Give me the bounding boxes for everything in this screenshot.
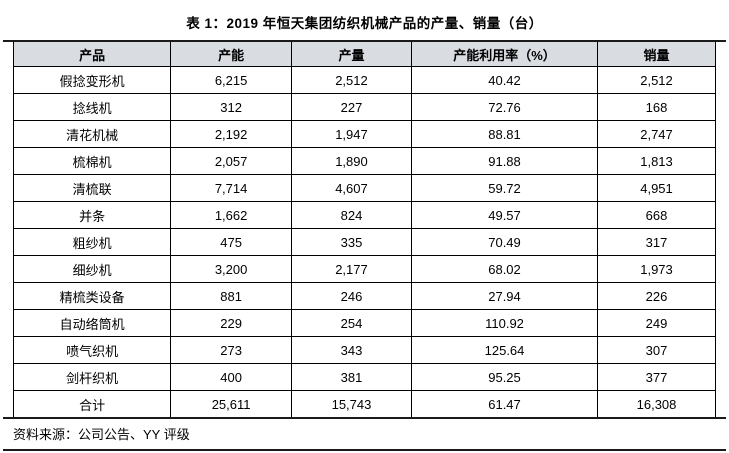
table-cell: 2,512 <box>290 66 413 94</box>
table-cell: 4,951 <box>597 174 716 202</box>
table-cell: 25,611 <box>170 390 292 417</box>
table-row: 假捻变形机 6,215 2,512 40.42 2,512 <box>12 66 716 94</box>
table-cell: 824 <box>290 201 413 229</box>
column-header-sales: 销量 <box>597 42 716 67</box>
table-cell: 2,177 <box>290 255 413 283</box>
page-bottom-rule <box>3 449 726 451</box>
table-cell: 668 <box>597 201 716 229</box>
table-cell: 229 <box>170 309 292 337</box>
table-cell: 377 <box>597 363 716 391</box>
table-cell: 27.94 <box>410 282 599 310</box>
table-cell: 1,973 <box>597 255 716 283</box>
table-cell: 246 <box>290 282 413 310</box>
table-cell: 喷气织机 <box>12 336 172 364</box>
table-cell: 2,057 <box>170 147 292 175</box>
table-cell: 317 <box>597 228 716 256</box>
table-cell: 假捻变形机 <box>12 66 172 94</box>
table-cell: 400 <box>170 363 292 391</box>
table-cell: 并条 <box>12 201 172 229</box>
table-cell: 7,714 <box>170 174 292 202</box>
column-header-product: 产品 <box>12 42 172 67</box>
source-note: 资料来源：公司公告、YY 评级 <box>13 427 190 442</box>
table-cell: 95.25 <box>410 363 599 391</box>
table-cell: 227 <box>290 93 413 121</box>
table-row: 自动络筒机 229 254 110.92 249 <box>12 309 716 337</box>
data-table-container: 产品 产能 产量 产能利用率（%） 销量 假捻变形机 6,215 2,512 40.4… <box>12 42 716 417</box>
table-row: 并条 1,662 824 49.57 668 <box>12 201 716 229</box>
table-cell: 88.81 <box>410 120 599 148</box>
table-row: 精梳类设备 881 246 27.94 226 <box>12 282 716 310</box>
table-cell: 合计 <box>12 390 172 417</box>
table-cell: 1,813 <box>597 147 716 175</box>
table-cell: 4,607 <box>290 174 413 202</box>
data-table: 产品 产能 产量 产能利用率（%） 销量 假捻变形机 6,215 2,512 40.4… <box>12 42 716 417</box>
table-bottom-rule <box>3 417 726 419</box>
table-header-row: 产品 产能 产量 产能利用率（%） 销量 <box>12 42 716 67</box>
table-cell: 110.92 <box>410 309 599 337</box>
table-cell: 249 <box>597 309 716 337</box>
table-cell: 3,200 <box>170 255 292 283</box>
table-header: 产品 产能 产量 产能利用率（%） 销量 <box>12 42 716 67</box>
table-row: 捻线机 312 227 72.76 168 <box>12 93 716 121</box>
table-cell: 15,743 <box>290 390 413 417</box>
table-cell: 475 <box>170 228 292 256</box>
table-cell: 125.64 <box>410 336 599 364</box>
table-cell: 2,192 <box>170 120 292 148</box>
table-cell: 2,512 <box>597 66 716 94</box>
column-header-output: 产量 <box>290 42 413 67</box>
table-cell: 细纱机 <box>12 255 172 283</box>
table-cell: 2,747 <box>597 120 716 148</box>
table-top-rule <box>3 40 726 42</box>
column-header-utilization: 产能利用率（%） <box>410 42 599 67</box>
table-cell: 1,947 <box>290 120 413 148</box>
table-cell: 61.47 <box>410 390 599 417</box>
table-cell: 剑杆织机 <box>12 363 172 391</box>
table-cell: 335 <box>290 228 413 256</box>
table-cell: 68.02 <box>410 255 599 283</box>
table-row: 喷气织机 273 343 125.64 307 <box>12 336 716 364</box>
table-cell: 343 <box>290 336 413 364</box>
table-row: 清花机械 2,192 1,947 88.81 2,747 <box>12 120 716 148</box>
table-cell: 59.72 <box>410 174 599 202</box>
table-row: 梳棉机 2,057 1,890 91.88 1,813 <box>12 147 716 175</box>
table-cell: 捻线机 <box>12 93 172 121</box>
table-cell: 307 <box>597 336 716 364</box>
table-cell: 6,215 <box>170 66 292 94</box>
table-cell: 16,308 <box>597 390 716 417</box>
table-cell: 梳棉机 <box>12 147 172 175</box>
table-cell: 226 <box>597 282 716 310</box>
table-cell: 273 <box>170 336 292 364</box>
table-cell: 91.88 <box>410 147 599 175</box>
table-cell: 72.76 <box>410 93 599 121</box>
table-cell: 清梳联 <box>12 174 172 202</box>
table-title: 表 1：2019 年恒天集团纺织机械产品的产量、销量（台） <box>186 16 543 31</box>
table-cell: 381 <box>290 363 413 391</box>
table-row: 清梳联 7,714 4,607 59.72 4,951 <box>12 174 716 202</box>
table-cell: 1,890 <box>290 147 413 175</box>
table-cell: 312 <box>170 93 292 121</box>
table-cell: 49.57 <box>410 201 599 229</box>
table-cell: 168 <box>597 93 716 121</box>
table-cell: 自动络筒机 <box>12 309 172 337</box>
table-cell: 40.42 <box>410 66 599 94</box>
table-row-total: 合计 25,611 15,743 61.47 16,308 <box>12 390 716 417</box>
table-row: 细纱机 3,200 2,177 68.02 1,973 <box>12 255 716 283</box>
table-row: 剑杆织机 400 381 95.25 377 <box>12 363 716 391</box>
table-cell: 清花机械 <box>12 120 172 148</box>
table-row: 粗纱机 475 335 70.49 317 <box>12 228 716 256</box>
table-cell: 粗纱机 <box>12 228 172 256</box>
column-header-capacity: 产能 <box>170 42 292 67</box>
table-cell: 881 <box>170 282 292 310</box>
table-cell: 1,662 <box>170 201 292 229</box>
table-cell: 254 <box>290 309 413 337</box>
table-cell: 70.49 <box>410 228 599 256</box>
table-body: 假捻变形机 6,215 2,512 40.42 2,512 捻线机 312 227 72.76 1… <box>12 66 716 417</box>
table-cell: 精梳类设备 <box>12 282 172 310</box>
